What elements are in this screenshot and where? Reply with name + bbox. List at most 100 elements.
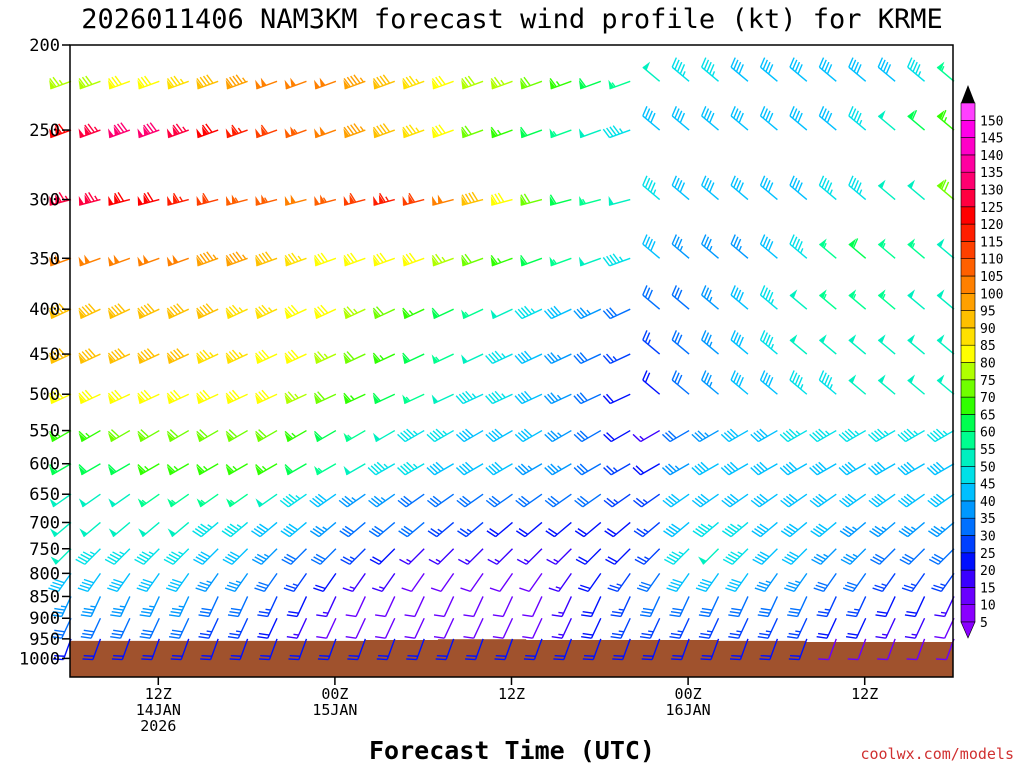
- wind-barb: [397, 493, 425, 508]
- barb-staff: [728, 429, 749, 443]
- wind-barb: [877, 289, 896, 310]
- barb-staff: [256, 308, 278, 320]
- barb-full: [406, 461, 415, 470]
- wind-barb: [691, 461, 719, 476]
- barb-staff: [445, 638, 455, 660]
- wind-barb: [701, 175, 719, 201]
- barb-full: [609, 584, 620, 590]
- barb-full: [607, 556, 618, 563]
- barb-full: [261, 252, 270, 262]
- wind-barb: [752, 548, 778, 565]
- barb-pennant: [225, 128, 232, 138]
- barb-full: [674, 332, 680, 343]
- barb-full: [338, 499, 348, 508]
- wind-barb: [75, 548, 101, 565]
- barb-half: [709, 296, 713, 303]
- colorbar-label: 30: [980, 530, 996, 545]
- barb-full: [605, 353, 614, 363]
- barb-full: [811, 558, 822, 565]
- wind-barb: [720, 461, 749, 476]
- wind-barb: [313, 391, 337, 405]
- barb-staff: [113, 548, 131, 565]
- wind-barb: [578, 572, 602, 593]
- barb-full: [632, 433, 642, 443]
- barb-full: [602, 355, 611, 364]
- wind-barb: [372, 74, 396, 90]
- barb-staff: [847, 493, 867, 508]
- barb-pennant: [196, 465, 204, 475]
- wind-barb: [486, 521, 513, 538]
- barb-staff: [111, 493, 131, 508]
- colorbar-swatch: [960, 569, 976, 588]
- barb-half: [527, 465, 533, 470]
- barb-full: [379, 192, 386, 203]
- barb-full: [459, 497, 469, 506]
- barb-full: [721, 499, 731, 508]
- barb-pennant: [55, 194, 61, 204]
- barb-full: [315, 525, 325, 533]
- wind-barb: [877, 179, 896, 201]
- barb-half: [555, 586, 561, 590]
- barb-full: [524, 350, 533, 360]
- barb-full: [728, 614, 739, 618]
- wind-barb: [435, 638, 455, 661]
- barb-staff: [875, 429, 896, 443]
- barb-full: [317, 391, 326, 400]
- barb-full: [284, 307, 293, 317]
- barb-full: [759, 106, 766, 117]
- barb-staff: [787, 429, 808, 443]
- barb-full: [816, 635, 828, 639]
- barb-full: [235, 251, 243, 261]
- barb-staff: [237, 596, 249, 617]
- wind-barb: [877, 110, 896, 131]
- barb-staff: [701, 115, 719, 131]
- y-tick-label: 250: [29, 121, 60, 141]
- barb-full: [900, 497, 910, 506]
- barb-staff: [584, 548, 602, 565]
- barb-half: [471, 393, 477, 399]
- barb-full: [665, 465, 674, 474]
- barb-full: [346, 125, 355, 135]
- x-tick-label: 16JAN: [666, 701, 711, 719]
- barb-staff: [671, 115, 690, 131]
- wind-barb: [610, 617, 631, 639]
- barb-staff: [406, 521, 425, 538]
- barb-half: [60, 605, 67, 608]
- barb-staff: [462, 308, 484, 320]
- barb-staff: [710, 638, 720, 660]
- barb-full: [79, 584, 91, 590]
- barb-staff: [554, 521, 572, 538]
- barb-half: [556, 354, 562, 360]
- barb-staff: [344, 129, 366, 139]
- wind-barb: [788, 638, 808, 661]
- barb-full: [435, 461, 445, 470]
- barb-full: [933, 584, 944, 590]
- barb-full: [166, 392, 175, 402]
- barb-full: [435, 253, 443, 263]
- barb-full: [903, 525, 914, 533]
- barb-pennant: [907, 289, 916, 299]
- terrain-surface: [70, 639, 953, 677]
- barb-full: [288, 658, 299, 661]
- wind-barb: [759, 285, 778, 310]
- barb-full: [735, 374, 742, 385]
- barb-staff: [138, 257, 160, 267]
- barb-staff: [491, 80, 513, 90]
- barb-pennant: [54, 254, 61, 264]
- barb-half: [379, 354, 384, 360]
- barb-half: [291, 432, 297, 438]
- barb-full: [738, 336, 744, 347]
- barb-full: [853, 61, 859, 72]
- barb-staff: [285, 198, 307, 206]
- barb-staff: [473, 617, 484, 639]
- wind-barb: [375, 617, 396, 639]
- wind-barb: [907, 238, 926, 259]
- wind-barb: [107, 303, 131, 320]
- barb-full: [550, 495, 560, 504]
- barb-full: [670, 611, 682, 614]
- wind-barb: [347, 638, 366, 661]
- barb-full: [644, 287, 651, 298]
- wind-barb: [166, 429, 190, 443]
- barb-full: [738, 291, 744, 303]
- wind-barb: [433, 617, 455, 639]
